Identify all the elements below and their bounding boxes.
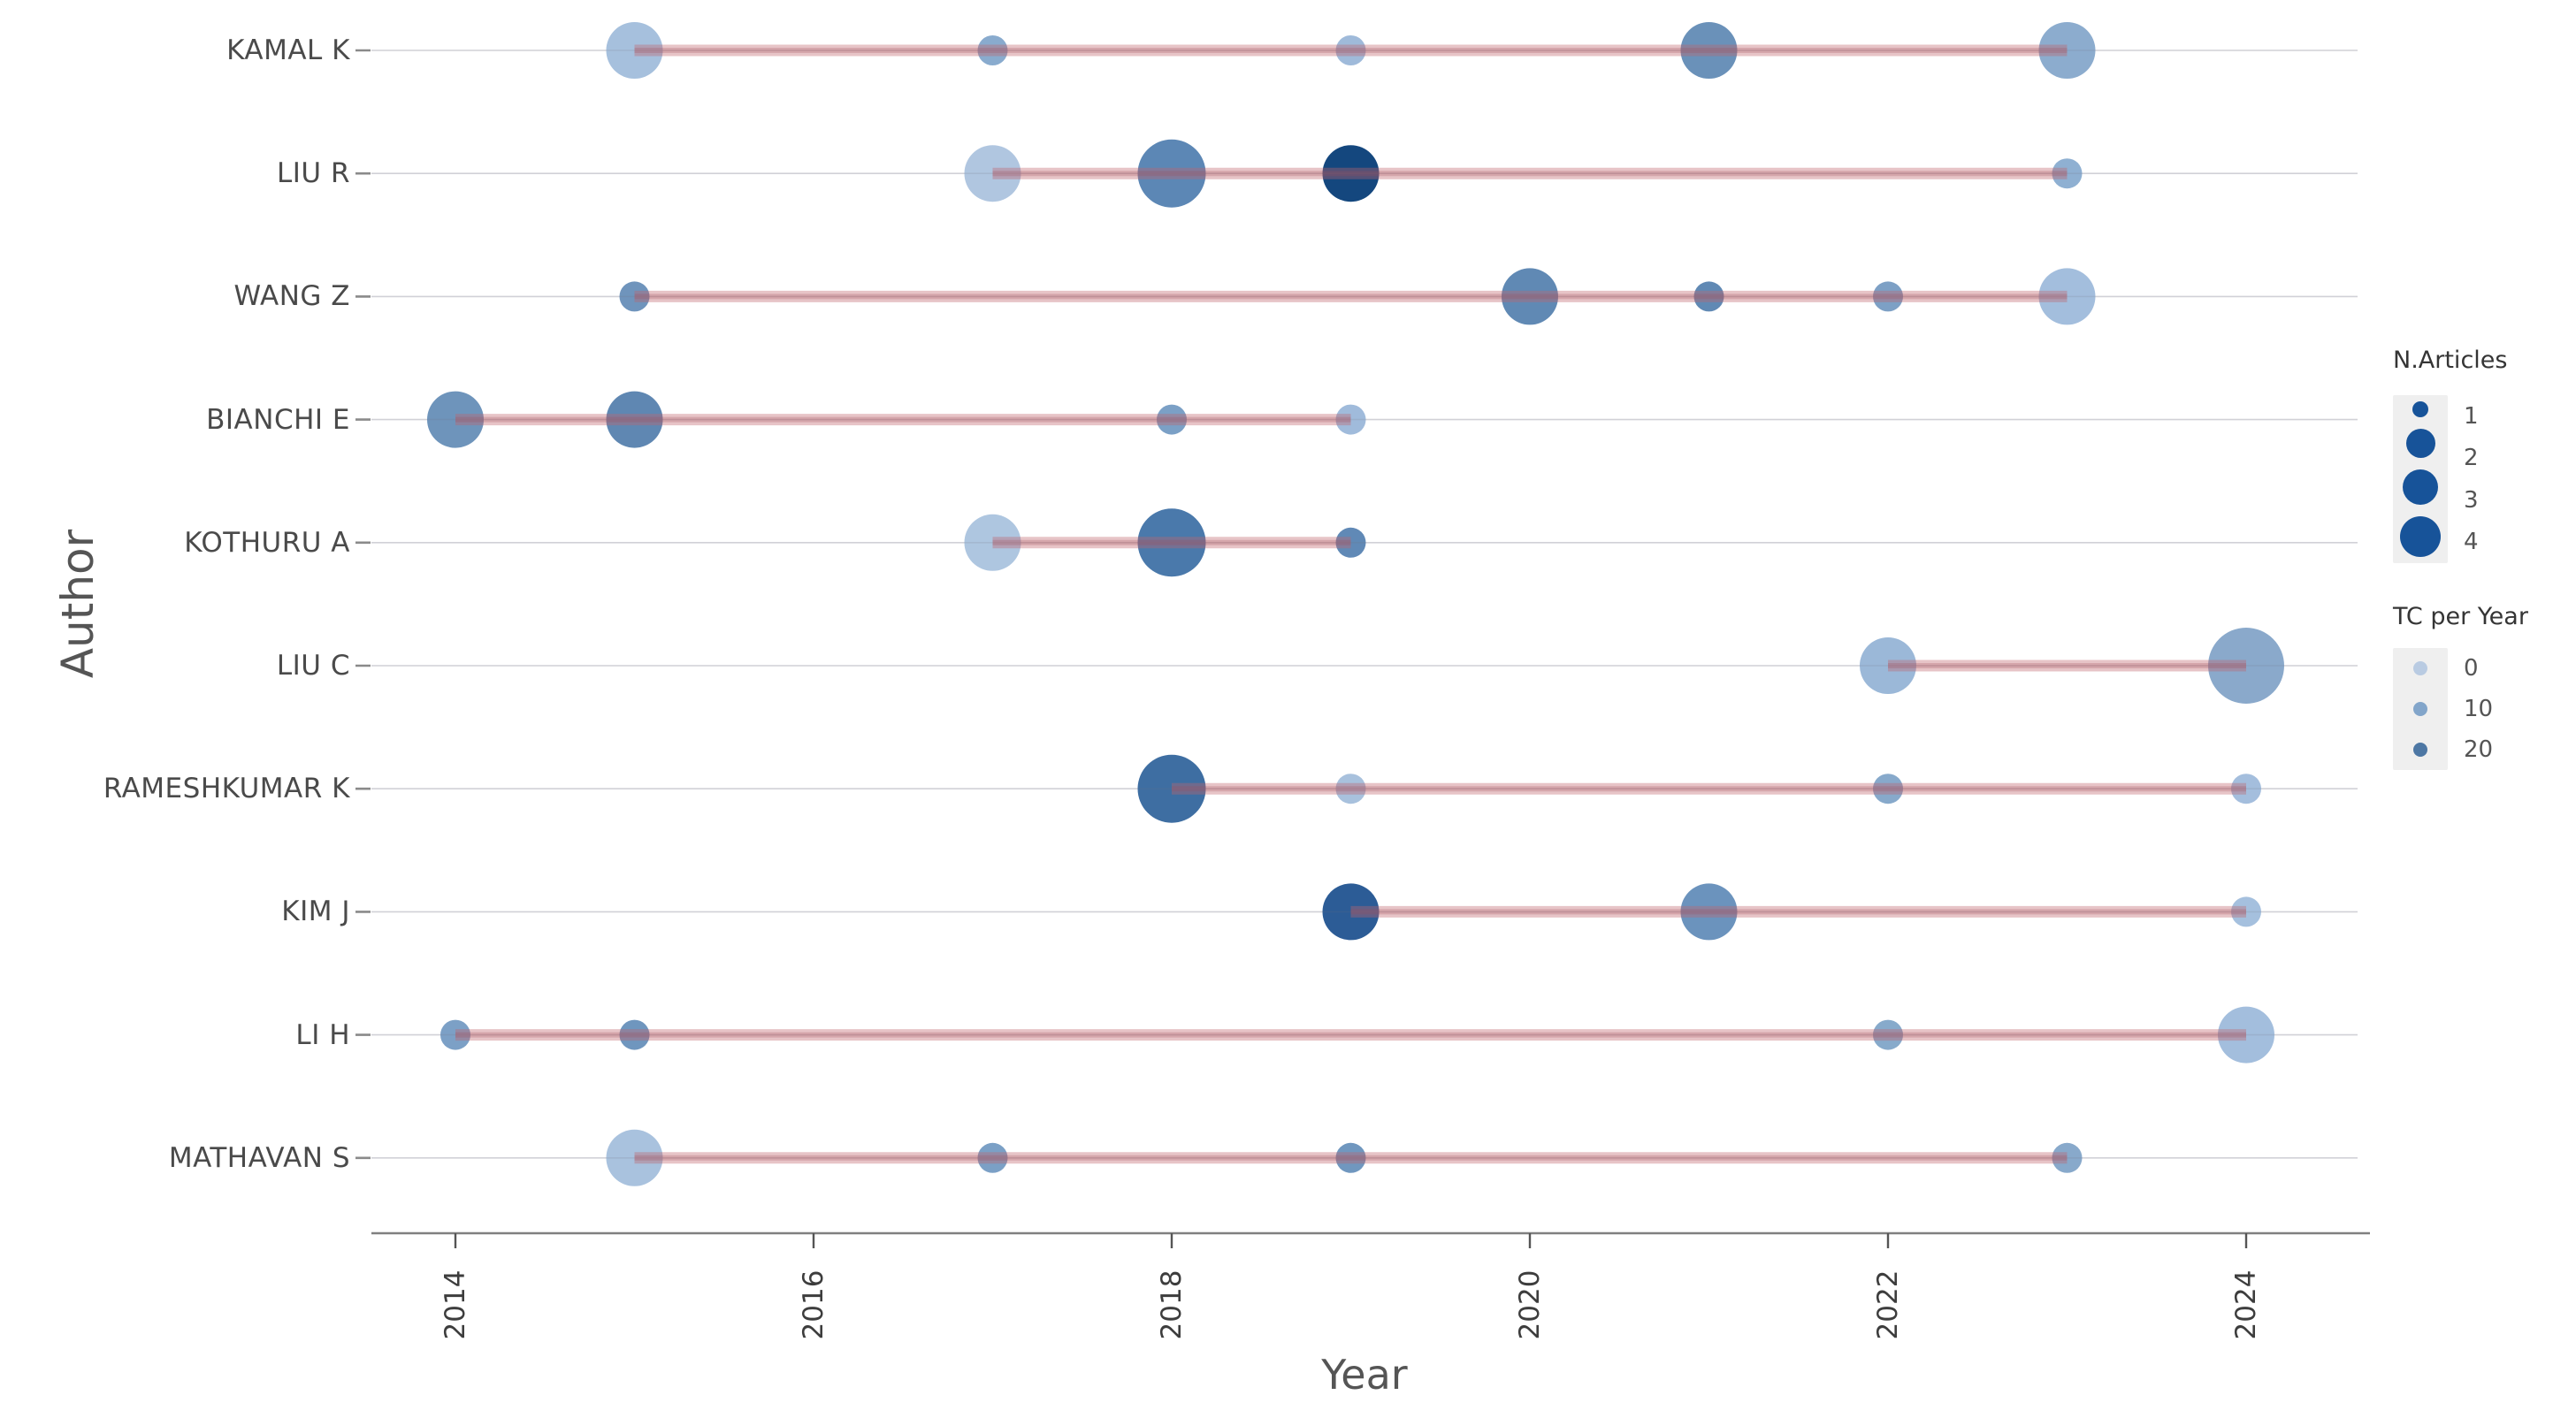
bubble [1693, 281, 1724, 312]
bubble [427, 391, 484, 448]
y-axis-title: Author [52, 529, 103, 679]
bubble [1335, 527, 1366, 558]
bubble [2052, 1142, 2083, 1173]
bubble [1137, 508, 1206, 577]
bubble [606, 1129, 663, 1186]
x-tick-2018: 2018 [1156, 1269, 1188, 1340]
x-tick-2020: 2020 [1514, 1269, 1546, 1340]
y-axis-label-kamal-k: KAMAL K [226, 34, 350, 66]
y-axis-label-kothuru-a: KOTHURU A [184, 526, 350, 559]
y-axis-label-rameshkumar-k: RAMESHKUMAR K [103, 773, 350, 805]
bubble [1137, 754, 1206, 823]
bubble [1680, 22, 1738, 79]
bubble [2052, 158, 2083, 189]
bubble [1137, 139, 1206, 208]
bubble [1322, 883, 1380, 941]
bubble [1322, 145, 1380, 202]
bubble [1873, 281, 1903, 312]
bubble [2208, 628, 2284, 704]
bubble [1335, 404, 1366, 435]
legend-size-label: 3 [2464, 486, 2479, 514]
bubble [1873, 1019, 1903, 1050]
bubble [964, 145, 1021, 202]
legend-color-title: TC per Year [2393, 603, 2528, 630]
legend-size-dot-4 [2400, 516, 2441, 558]
bubble [619, 281, 650, 312]
bubble [2231, 774, 2261, 804]
bubble [606, 391, 663, 448]
legend-color-label: 20 [2464, 736, 2494, 763]
bubble [2218, 1006, 2274, 1064]
y-axis-label-mathavan-s: MATHAVAN S [168, 1141, 350, 1174]
bubble [1502, 268, 1558, 325]
x-axis-title: Year [1321, 1351, 1408, 1399]
x-tick-2016: 2016 [798, 1269, 829, 1340]
legend-size-dot-1 [2412, 400, 2428, 417]
legend-size-label: 4 [2464, 529, 2479, 556]
y-axis-label-li-h: LI H [295, 1018, 350, 1051]
y-axis-label-liu-r: LIU R [277, 157, 350, 190]
x-tick-2022: 2022 [1872, 1269, 1904, 1340]
bubble [1873, 774, 1903, 804]
bubble [1680, 883, 1738, 941]
bubble [1335, 1142, 1366, 1173]
legend-color-dot-0 [2413, 661, 2427, 675]
legend-size-labels: 1 2 3 4 [2464, 395, 2517, 563]
bubble [977, 1142, 1008, 1173]
bubble [619, 1019, 650, 1050]
bubble [606, 22, 663, 79]
bubble [2038, 268, 2096, 325]
bubble [2038, 22, 2096, 79]
x-tick-2014: 2014 [440, 1269, 471, 1340]
legend-size-label: 2 [2464, 445, 2479, 472]
bubble [1335, 774, 1366, 804]
x-tick-2024: 2024 [2230, 1269, 2262, 1340]
legend-size-key [2393, 395, 2448, 563]
legend-size-dot-3 [2403, 469, 2438, 506]
bubble [440, 1019, 470, 1050]
legend-color-label: 0 [2464, 655, 2479, 682]
legend-size-title: N.Articles [2393, 347, 2508, 374]
bubble [977, 35, 1008, 65]
y-axis-label-wang-z: WANG Z [233, 280, 350, 313]
legend-color-dot-20 [2413, 743, 2427, 757]
bubble [2231, 896, 2261, 927]
legend-color-labels: 0 10 20 [2464, 648, 2517, 770]
bubble [1860, 637, 1916, 694]
y-axis-label-liu-c: LIU C [276, 650, 350, 682]
legend-size-dot-2 [2405, 428, 2435, 458]
y-axis-label-bianchi-e: BIANCHI E [206, 403, 350, 436]
legend-color-label: 10 [2464, 696, 2494, 722]
bubble [964, 514, 1021, 571]
bubble [1157, 404, 1187, 435]
legend-color-key [2393, 648, 2448, 770]
legend-size-label: 1 [2464, 402, 2479, 430]
bubble [1335, 35, 1366, 65]
y-axis-label-kim-j: KIM J [281, 896, 350, 928]
legend-color-dot-10 [2413, 702, 2427, 716]
